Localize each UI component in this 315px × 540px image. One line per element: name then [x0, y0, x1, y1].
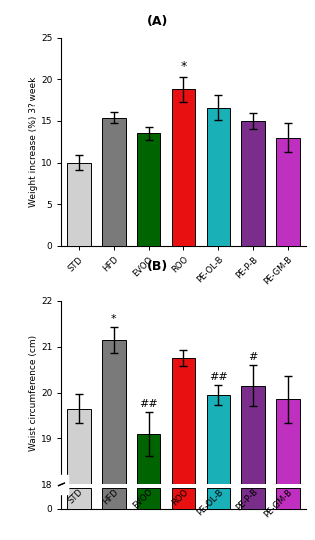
Bar	[207, 488, 230, 509]
Bar	[102, 340, 126, 540]
Bar	[102, 118, 126, 246]
Bar	[241, 488, 265, 509]
Text: (A): (A)	[147, 15, 168, 28]
Bar	[67, 488, 91, 509]
Y-axis label: Weight increase (%) 3? week: Weight increase (%) 3? week	[29, 77, 38, 207]
Bar	[207, 395, 230, 540]
Text: ##: ##	[209, 372, 228, 382]
Bar	[137, 488, 160, 509]
Text: (B): (B)	[147, 260, 168, 273]
Text: *: *	[111, 314, 117, 324]
Bar	[172, 89, 195, 246]
Bar	[241, 386, 265, 540]
Bar	[172, 488, 195, 509]
Y-axis label: Waist circumference (cm): Waist circumference (cm)	[29, 334, 38, 451]
Text: *: *	[180, 60, 186, 73]
Bar	[137, 434, 160, 540]
Bar	[102, 488, 126, 509]
Bar	[172, 358, 195, 540]
Text: #: #	[249, 352, 258, 362]
Text: ##: ##	[139, 399, 158, 409]
Bar	[55, 475, 67, 494]
Bar	[207, 107, 230, 246]
Bar	[137, 133, 160, 246]
Bar	[276, 138, 300, 246]
Bar	[67, 163, 91, 246]
Bar	[276, 400, 300, 540]
Bar	[55, 485, 67, 491]
Bar	[241, 121, 265, 246]
Bar	[276, 488, 300, 509]
Bar	[67, 409, 91, 540]
